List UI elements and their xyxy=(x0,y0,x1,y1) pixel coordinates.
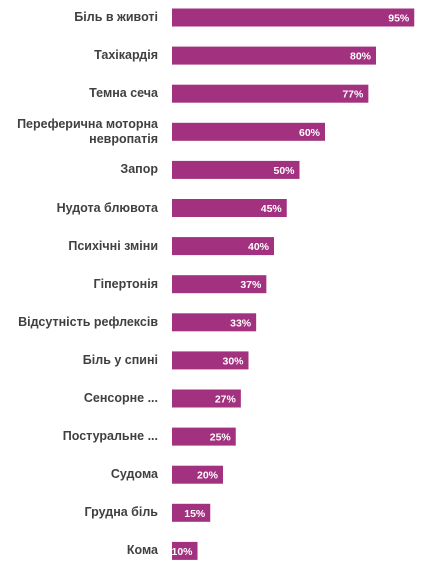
category-label: Постуральне ... xyxy=(62,429,158,444)
data-label: 77% xyxy=(342,89,364,101)
data-label: 80% xyxy=(350,51,372,63)
bar xyxy=(172,465,223,484)
category-label: Кома xyxy=(126,543,158,558)
data-label: 33% xyxy=(230,317,252,329)
data-label: 95% xyxy=(388,13,410,25)
bar xyxy=(172,275,267,294)
data-label: 30% xyxy=(222,355,244,367)
data-label: 60% xyxy=(299,127,321,139)
data-label: 45% xyxy=(261,203,283,215)
category-label: Відсутність рефлексів xyxy=(18,314,158,329)
category-label: Судома xyxy=(110,467,158,482)
data-label: 25% xyxy=(210,432,232,444)
category-label: Запор xyxy=(120,162,158,177)
category-label: Біль в животі xyxy=(74,10,158,24)
category-label: Сенсорне ... xyxy=(83,391,158,405)
category-label: Грудна біль xyxy=(84,505,158,520)
data-label: 40% xyxy=(248,241,270,253)
data-label: 10% xyxy=(171,546,193,558)
bar xyxy=(172,8,415,27)
category-label: Переферична моторна невропатія xyxy=(17,116,158,146)
category-label: Тахікардія xyxy=(94,48,158,63)
bar xyxy=(172,389,241,408)
category-label: Гіпертонія xyxy=(93,276,158,291)
bar xyxy=(172,427,236,446)
bar xyxy=(172,199,287,217)
data-label: 15% xyxy=(184,508,206,520)
data-label: 37% xyxy=(240,279,262,291)
bar xyxy=(172,46,376,65)
bar xyxy=(172,313,257,332)
category-label: Біль у спині xyxy=(82,352,158,367)
bar xyxy=(172,84,369,103)
bar xyxy=(172,541,198,560)
bar xyxy=(172,160,300,179)
category-label: Темна сеча xyxy=(89,86,158,101)
data-label: 50% xyxy=(273,165,295,177)
bar xyxy=(172,351,249,370)
category-label: Нудота блювота xyxy=(56,200,158,215)
bar xyxy=(172,122,325,141)
category-label: Психічні зміни xyxy=(68,238,158,253)
data-label: 27% xyxy=(215,394,237,406)
bar xyxy=(172,237,274,256)
bar xyxy=(172,503,211,522)
data-label: 20% xyxy=(197,470,219,482)
